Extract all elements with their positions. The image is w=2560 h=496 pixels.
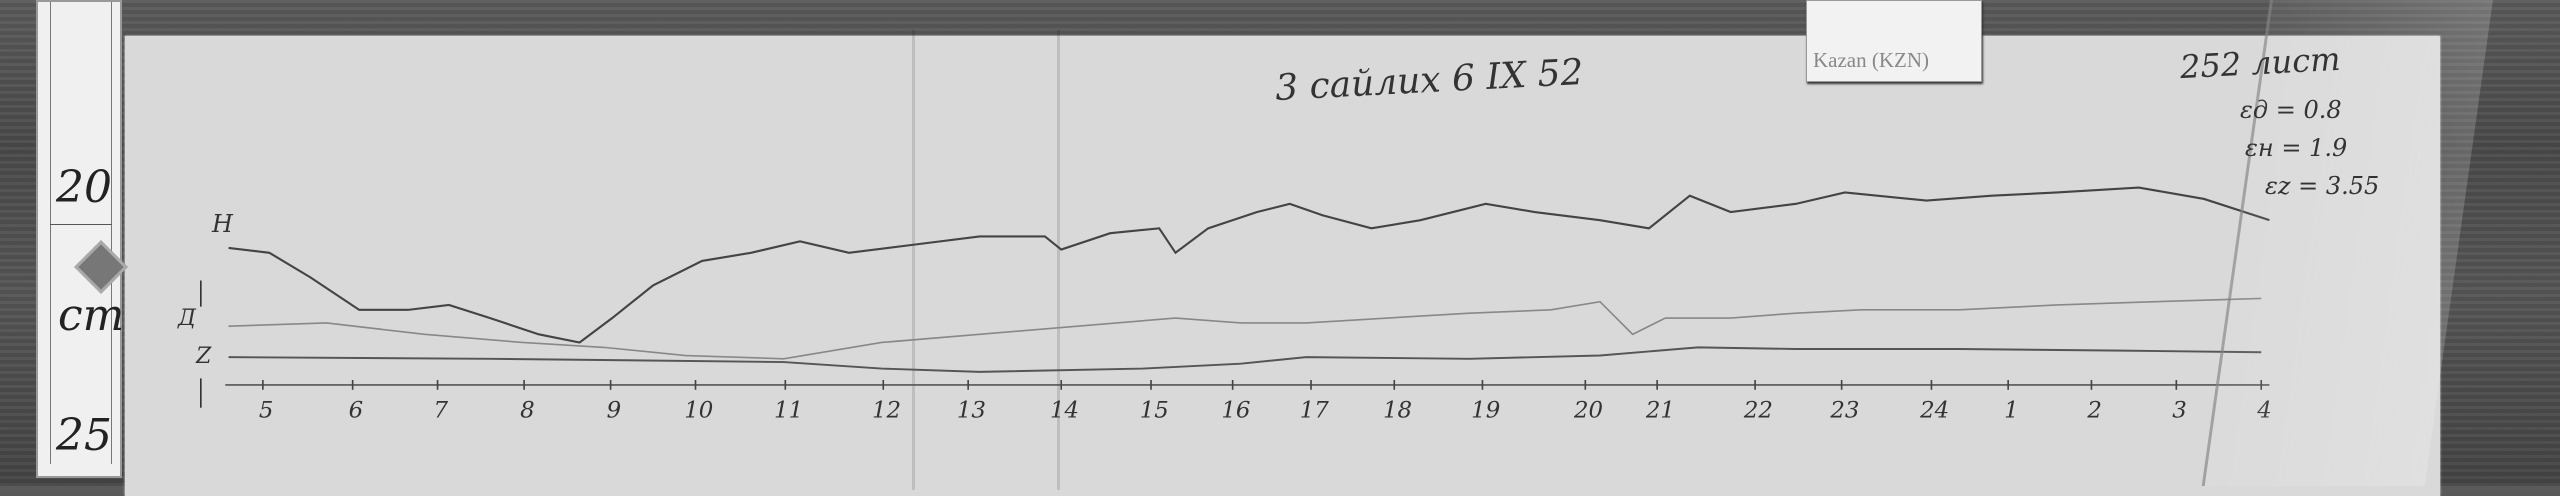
trace-label-h: H — [212, 210, 233, 238]
hour-label: 20 — [1573, 398, 1603, 424]
hour-label: 19 — [1471, 398, 1500, 424]
hour-label: 10 — [684, 398, 713, 424]
paper-fold — [1057, 30, 1060, 490]
hour-label: 5 — [259, 398, 274, 424]
hour-ticks — [262, 379, 2263, 390]
hour-label: 7 — [434, 398, 449, 424]
hour-label: 17 — [1300, 398, 1330, 424]
h-trace — [228, 186, 2270, 344]
magnetogram-traces: 5 6 7 8 9 10 11 12 13 14 15 16 17 18 19 20 21 22 23 24 1 2 3 4 — [200, 186, 2272, 424]
hour-label: 13 — [957, 398, 986, 424]
hour-label: 11 — [774, 398, 803, 424]
hour-label: 14 — [1050, 398, 1079, 424]
hour-label: 16 — [1221, 398, 1250, 424]
scale-value-z: εz = 3.55 — [2265, 172, 2380, 200]
scale-ruler: 20 cm 25 — [36, 0, 128, 478]
hour-label: 4 — [2256, 398, 2272, 424]
hour-label: 8 — [520, 398, 535, 424]
hour-label: 23 — [1829, 398, 1859, 424]
trace-label-z: Z — [196, 344, 212, 369]
hour-label: 15 — [1140, 398, 1169, 424]
z-trace — [228, 346, 2262, 373]
hour-label: 3 — [2172, 398, 2187, 424]
hour-label: 9 — [607, 398, 622, 424]
hour-label: 12 — [872, 398, 901, 424]
d-trace — [228, 297, 2262, 360]
hour-label: 1 — [2004, 398, 2019, 424]
ruler-unit: cm — [58, 290, 125, 341]
magnetogram-paper — [125, 36, 2440, 496]
scale-value-d: εд = 0.8 — [2240, 96, 2342, 124]
station-label: Kazan (KZN) — [1806, 0, 1982, 82]
ruler-mark-25: 25 — [56, 410, 112, 461]
trace-label-d: Д — [178, 306, 196, 331]
hour-label: 18 — [1383, 398, 1412, 424]
hour-label: 6 — [349, 398, 364, 424]
hour-label: 2 — [2086, 398, 2102, 424]
hour-label: 24 — [1919, 398, 1949, 424]
station-name: Kazan (KZN) — [1813, 48, 1930, 72]
ruler-mark-20: 20 — [56, 162, 112, 213]
hour-label: 21 — [1645, 398, 1675, 424]
paper-fold — [912, 30, 915, 490]
hour-label: 22 — [1743, 398, 1773, 424]
scale-value-h: εн = 1.9 — [2245, 134, 2348, 162]
hour-labels: 5 6 7 8 9 10 11 12 13 14 15 16 17 18 19 20 21 22 23 24 1 2 3 4 — [259, 398, 2272, 424]
